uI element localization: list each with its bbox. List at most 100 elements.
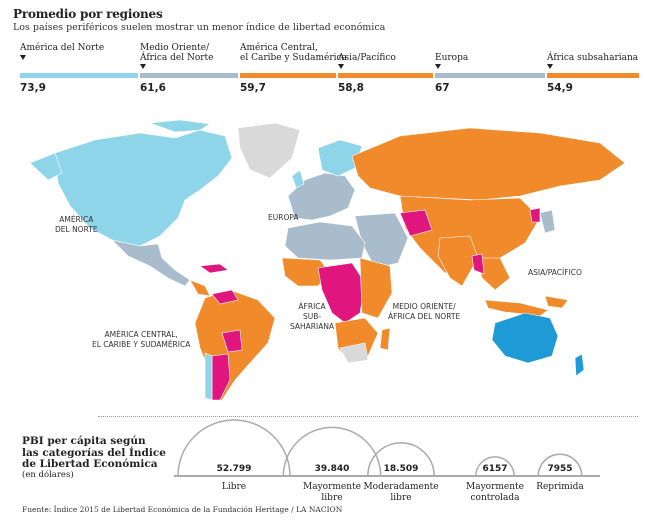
region-value: 54,9 xyxy=(547,82,573,94)
region-latam: América Central, el Caribe y Sudamérica … xyxy=(240,43,347,94)
gdp-category-label: libre xyxy=(390,493,411,503)
gdp-title-line: de Libertad Económica xyxy=(22,458,158,470)
region-value: 67 xyxy=(435,82,450,94)
map-label-mideast: MEDIO ORIENTE/ ÁFRICA DEL NORTE xyxy=(388,302,460,322)
map-north-africa xyxy=(284,221,366,261)
map-new-zealand xyxy=(574,353,585,377)
region-name: África subsahariana xyxy=(547,53,639,63)
map-label-africa: ÁFRICA SUB- SAHARIANA xyxy=(290,302,334,332)
gdp-bubble xyxy=(475,456,515,477)
map-label-europe: EUROPA xyxy=(268,213,299,223)
gdp-bubble xyxy=(537,453,583,477)
map-label-north-america: AMÉRICA DEL NORTE xyxy=(55,215,98,235)
map-alaska xyxy=(29,152,63,181)
region-name-line2: África del Norte xyxy=(140,53,214,63)
map-uk xyxy=(291,169,305,189)
pointer-arrow-icon xyxy=(547,64,553,69)
region-value: 59,7 xyxy=(240,82,266,94)
map-russia xyxy=(351,127,626,201)
gdp-subtitle: (en dólares) xyxy=(22,470,74,480)
gdp-category-label: Reprimida xyxy=(536,482,584,492)
pointer-arrow-icon xyxy=(435,64,441,69)
region-name: Asia/Pacífico xyxy=(338,53,396,63)
region-value: 58,8 xyxy=(338,82,364,94)
gdp-bubble xyxy=(367,442,435,477)
region-value: 61,6 xyxy=(140,82,166,94)
map-label-line: DEL NORTE xyxy=(55,225,98,234)
gdp-title: PBI per cápita según las categorías del … xyxy=(22,435,166,471)
source-note: Fuente: Índice 2015 de Libertad Económic… xyxy=(22,505,343,514)
pointer-arrow-icon xyxy=(20,55,26,60)
region-name: Europa xyxy=(435,53,469,63)
region-bar xyxy=(20,73,138,78)
map-scandinavia xyxy=(317,139,363,177)
map-east-africa xyxy=(359,257,393,319)
section-divider xyxy=(98,416,638,417)
region-asia: Asia/Pacífico 58,8 xyxy=(338,43,433,94)
map-canada-arctic xyxy=(149,119,211,133)
map-australia xyxy=(491,312,559,364)
map-india xyxy=(437,235,479,287)
map-label-line: AMÉRICA CENTRAL, xyxy=(104,330,178,339)
pointer-arrow-icon xyxy=(140,64,146,69)
gdp-value-label: 6157 xyxy=(482,464,507,474)
gdp-category-label: Libre xyxy=(222,482,246,492)
region-bar xyxy=(338,73,433,78)
gdp-category-label: Mayormente xyxy=(303,482,361,492)
region-bar xyxy=(140,73,238,78)
gdp-bubble xyxy=(177,419,291,477)
map-label-line: EL CARIBE Y SUDAMÉRICA xyxy=(92,340,191,349)
gdp-category-label: libre xyxy=(321,493,342,503)
region-name-line1: América Central, xyxy=(240,43,318,53)
region-value: 73,9 xyxy=(20,82,46,94)
map-label-latam: AMÉRICA CENTRAL, EL CARIBE Y SUDAMÉRICA xyxy=(92,330,190,350)
pointer-arrow-icon xyxy=(338,64,344,69)
map-label-line: SAHARIANA xyxy=(290,322,335,331)
map-label-line: AMÉRICA xyxy=(59,215,94,224)
map-myanmar xyxy=(471,253,485,275)
region-bar xyxy=(547,73,639,78)
map-label-line: EUROPA xyxy=(268,213,299,222)
map-se-asia xyxy=(477,257,511,291)
gdp-category-label: Mayormente xyxy=(466,482,524,492)
map-madagascar xyxy=(379,327,391,351)
map-label-asia: ASIA/PACÍFICO xyxy=(528,268,582,278)
gdp-value-label: 18.509 xyxy=(384,464,419,474)
map-caribbean xyxy=(199,263,229,274)
map-chile xyxy=(204,352,213,401)
map-north-korea xyxy=(529,207,541,223)
map-label-line: SUB- xyxy=(303,312,322,321)
region-name: América del Norte xyxy=(20,43,105,53)
gdp-value-label: 39.840 xyxy=(315,464,350,474)
gdp-category-label: Moderadamente xyxy=(363,482,438,492)
chart-subtitle: Los países periféricos suelen mostrar un… xyxy=(13,22,386,33)
region-north-america: América del Norte 73,9 xyxy=(20,43,138,94)
gdp-title-line: PBI per cápita según xyxy=(22,435,146,447)
map-label-line: ASIA/PACÍFICO xyxy=(528,268,582,277)
map-west-africa xyxy=(281,257,331,287)
map-central-america xyxy=(189,279,211,297)
world-map xyxy=(29,119,626,401)
map-greenland xyxy=(237,122,301,179)
map-south-africa xyxy=(339,342,369,364)
map-label-line: ÁFRICA DEL NORTE xyxy=(388,312,461,321)
gdp-value-label: 52.799 xyxy=(217,464,252,474)
gdp-title-line: las categorías del Índice xyxy=(22,446,166,459)
map-iran xyxy=(399,209,433,237)
map-label-line: ÁFRICA xyxy=(298,302,326,311)
map-png xyxy=(544,295,569,309)
region-bar xyxy=(240,73,336,78)
map-bolivia xyxy=(221,329,243,353)
gdp-category-label: controlada xyxy=(471,493,521,503)
map-korea-japan xyxy=(539,209,556,234)
region-name-line1: Medio Oriente/ xyxy=(140,43,210,53)
map-north-america xyxy=(54,129,233,247)
map-label-line: MEDIO ORIENTE/ xyxy=(392,302,456,311)
chart-title: Promedio por regiones xyxy=(13,7,163,21)
region-mideast: Medio Oriente/ África del Norte 61,6 xyxy=(140,43,238,94)
region-europe: Europa 67 xyxy=(435,43,545,94)
map-europe xyxy=(287,172,356,221)
region-bar xyxy=(435,73,545,78)
region-name-line2: el Caribe y Sudamérica xyxy=(240,53,347,63)
